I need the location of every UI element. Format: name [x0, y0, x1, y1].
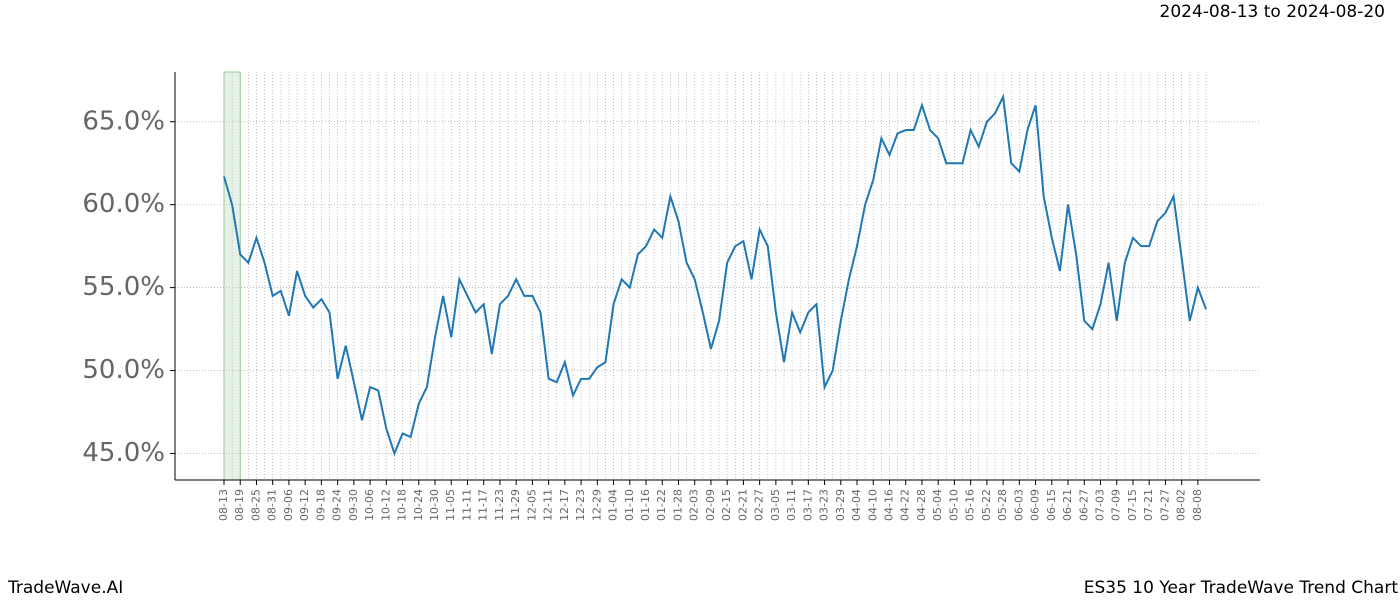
- x-tick-label: 02-03: [688, 489, 701, 521]
- y-tick-label: 65.0%: [82, 106, 165, 136]
- x-tick-label: 06-15: [1045, 489, 1058, 521]
- x-tick-label: 05-22: [980, 489, 993, 521]
- x-tick-label: 11-05: [444, 489, 457, 521]
- x-tick-label: 08-08: [1191, 489, 1204, 521]
- x-tick-label: 06-03: [1012, 489, 1025, 521]
- x-tick-label: 09-24: [331, 489, 344, 521]
- date-range: 2024-08-13 to 2024-08-20: [1160, 2, 1385, 22]
- x-tick-label: 12-23: [574, 489, 587, 521]
- x-tick-label: 07-21: [1142, 489, 1155, 521]
- x-tick-label: 12-17: [558, 489, 571, 521]
- x-tick-label: 10-06: [363, 489, 376, 521]
- brand: TradeWave.AI: [7, 578, 123, 598]
- x-tick-label: 07-27: [1158, 489, 1171, 521]
- x-tick-label: 05-10: [947, 489, 960, 521]
- x-tick-label: 01-28: [671, 489, 684, 521]
- x-tick-label: 04-22: [899, 489, 912, 521]
- y-tick-label: 60.0%: [82, 189, 165, 219]
- x-tick-label: 12-11: [542, 489, 555, 521]
- x-tick-label: 06-21: [1061, 489, 1074, 521]
- x-tick-label: 09-18: [314, 489, 327, 521]
- x-tick-label: 09-06: [282, 489, 295, 521]
- x-tick-label: 08-19: [233, 489, 246, 521]
- x-tick-label: 01-10: [623, 489, 636, 521]
- series-line: [223, 93, 1207, 457]
- y-tick-label: 45.0%: [82, 438, 165, 468]
- x-tick-label: 04-04: [850, 489, 863, 521]
- x-tick-label: 11-29: [509, 489, 522, 521]
- x-tick-label: 11-11: [460, 489, 473, 521]
- x-tick-label: 08-25: [249, 489, 262, 521]
- x-tick-label: 09-30: [347, 489, 360, 521]
- x-tick-label: 03-23: [818, 489, 831, 521]
- x-tick-label: 05-28: [996, 489, 1009, 521]
- x-tick-label: 04-28: [915, 489, 928, 521]
- x-tick-label: 09-12: [298, 489, 311, 521]
- x-tick-label: 11-17: [477, 489, 490, 521]
- x-tick-label: 01-22: [655, 489, 668, 521]
- x-tick-label: 03-11: [785, 489, 798, 521]
- x-tick-label: 08-31: [266, 489, 279, 521]
- x-tick-label: 04-16: [882, 489, 895, 521]
- footer-title: ES35 10 Year TradeWave Trend Chart: [1084, 578, 1399, 598]
- y-tick-label: 50.0%: [82, 355, 165, 385]
- x-tick-label: 10-18: [396, 489, 409, 521]
- y-tick-label: 55.0%: [82, 272, 165, 302]
- x-tick-label: 03-05: [769, 489, 782, 521]
- x-tick-label: 02-09: [704, 489, 717, 521]
- x-tick-label: 10-24: [412, 489, 425, 521]
- x-tick-label: 10-12: [379, 489, 392, 521]
- x-tick-label: 03-17: [801, 489, 814, 521]
- x-tick-label: 01-04: [607, 489, 620, 521]
- x-tick-label: 12-29: [590, 489, 603, 521]
- x-tick-label: 06-27: [1077, 489, 1090, 521]
- x-tick-label: 03-29: [834, 489, 847, 521]
- x-tick-label: 08-13: [217, 489, 230, 521]
- x-tick-label: 07-03: [1093, 489, 1106, 521]
- x-tick-label: 02-15: [720, 489, 733, 521]
- x-tick-label: 08-02: [1175, 489, 1188, 521]
- x-tick-label: 02-27: [753, 489, 766, 521]
- x-tick-label: 07-15: [1126, 489, 1139, 521]
- x-tick-label: 04-10: [866, 489, 879, 521]
- x-tick-label: 12-05: [525, 489, 538, 521]
- x-tick-label: 02-21: [736, 489, 749, 521]
- x-tick-label: 05-16: [964, 489, 977, 521]
- x-tick-label: 07-09: [1110, 489, 1123, 521]
- x-tick-label: 05-04: [931, 489, 944, 521]
- x-tick-label: 11-23: [493, 489, 506, 521]
- x-tick-label: 10-30: [428, 489, 441, 521]
- x-tick-label: 06-09: [1029, 489, 1042, 521]
- x-tick-label: 01-16: [639, 489, 652, 521]
